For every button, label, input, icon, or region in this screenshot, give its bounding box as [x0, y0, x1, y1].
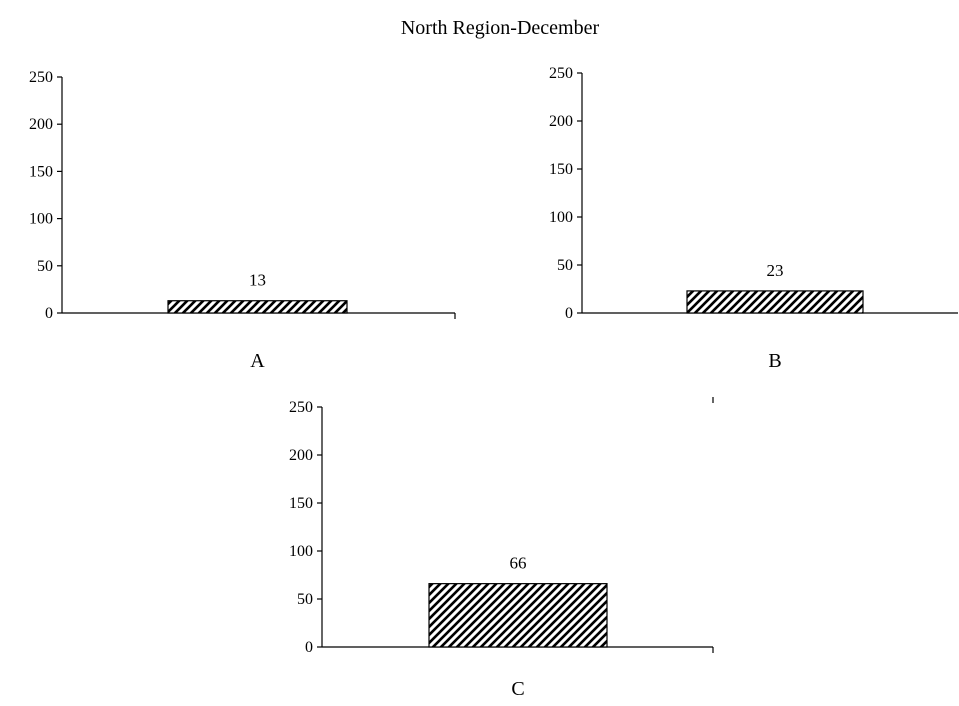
y-tick-label: 50 — [297, 591, 313, 608]
y-tick-label: 200 — [289, 447, 313, 464]
chart-panel-b: 0 50 100 150 200 250 23 B — [549, 65, 958, 372]
y-tick-label: 100 — [549, 209, 573, 226]
y-tick-label: 0 — [305, 639, 313, 656]
chart-panel-a: 0 50 100 150 200 250 13 A — [29, 69, 456, 372]
y-tick-label: 50 — [37, 258, 53, 275]
y-tick-label: 100 — [289, 543, 313, 560]
bar-a — [167, 300, 348, 314]
y-tick-label: 250 — [289, 399, 313, 416]
y-tick-label: 200 — [29, 116, 53, 133]
chart-panel-c: 0 50 100 150 200 250 66 C — [289, 397, 714, 700]
y-tick-label: 100 — [29, 211, 53, 228]
y-tick-label: 200 — [549, 113, 573, 130]
y-tick-label: 250 — [549, 65, 573, 82]
y-tick-label: 150 — [549, 161, 573, 178]
data-label-b: 23 — [767, 261, 784, 280]
y-tick-label: 150 — [29, 163, 53, 180]
y-tick-label: 150 — [289, 495, 313, 512]
y-tick-label: 0 — [565, 305, 573, 322]
category-label-a: A — [250, 350, 265, 372]
category-label-c: C — [511, 678, 524, 700]
category-label-b: B — [768, 350, 781, 372]
chart-panels: 0 50 100 150 200 250 13 A 0 50 100 150 200 250 23 B 0 50 1… — [29, 65, 958, 700]
data-label-c: 66 — [510, 554, 527, 573]
bar-c — [428, 583, 608, 648]
y-tick-label: 50 — [557, 257, 573, 274]
bar-b — [686, 290, 864, 314]
data-label-a: 13 — [249, 271, 266, 290]
chart-title: North Region-December — [401, 17, 600, 39]
y-tick-label: 0 — [45, 305, 53, 322]
y-tick-label: 250 — [29, 69, 53, 86]
